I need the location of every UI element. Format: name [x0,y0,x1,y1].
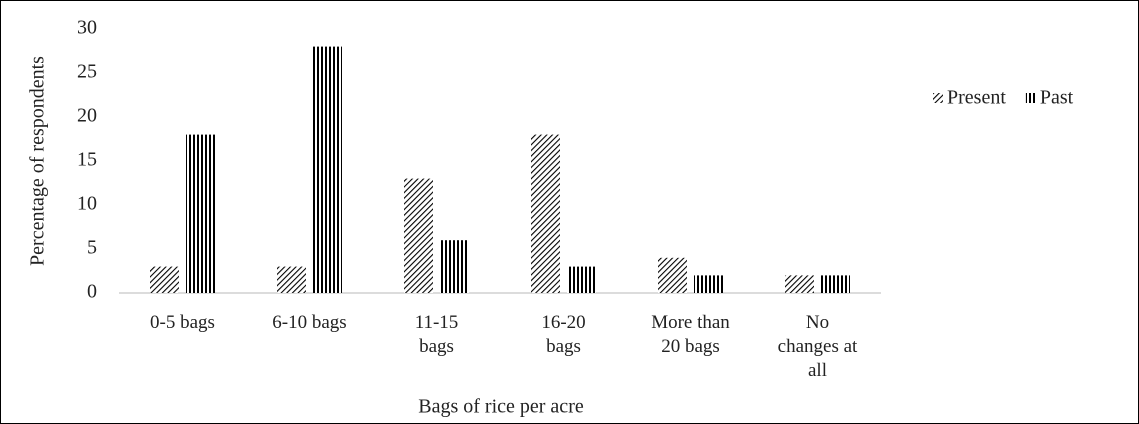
legend-swatch [933,93,943,103]
y-tick-label: 20 [77,105,97,127]
bar [785,275,814,293]
x-tick-label: 16-20 bags [541,312,586,357]
x-axis-title: Bags of rice per acre [418,396,584,418]
x-tick-label: 6-10 bags [272,312,347,333]
y-tick-label: 30 [77,17,97,39]
y-tick-label: 15 [77,149,97,171]
y-axis-title: Percentage of respondents [27,56,49,266]
x-tick-label: 11-15 bags [414,312,459,357]
x-tick-label: No changes at all [777,312,858,381]
y-tick-label: 25 [77,61,97,83]
legend-label: Present [947,87,1006,109]
bar [440,240,469,293]
bar [567,266,596,293]
legend-swatch [1025,93,1036,103]
bar [531,134,560,293]
y-tick-label: 5 [87,237,97,259]
x-tick-label: More than 20 bags [651,312,730,357]
bar [658,257,687,293]
bar [150,266,179,293]
legend-label: Past [1040,87,1074,109]
bar [821,275,850,293]
y-tick-label: 0 [87,281,97,303]
bar [694,275,723,293]
y-tick-label: 10 [77,193,97,215]
x-tick-label: 0-5 bags [150,312,215,333]
bar [313,46,342,293]
bar [404,178,433,293]
bar [186,134,215,293]
bar [277,266,306,293]
